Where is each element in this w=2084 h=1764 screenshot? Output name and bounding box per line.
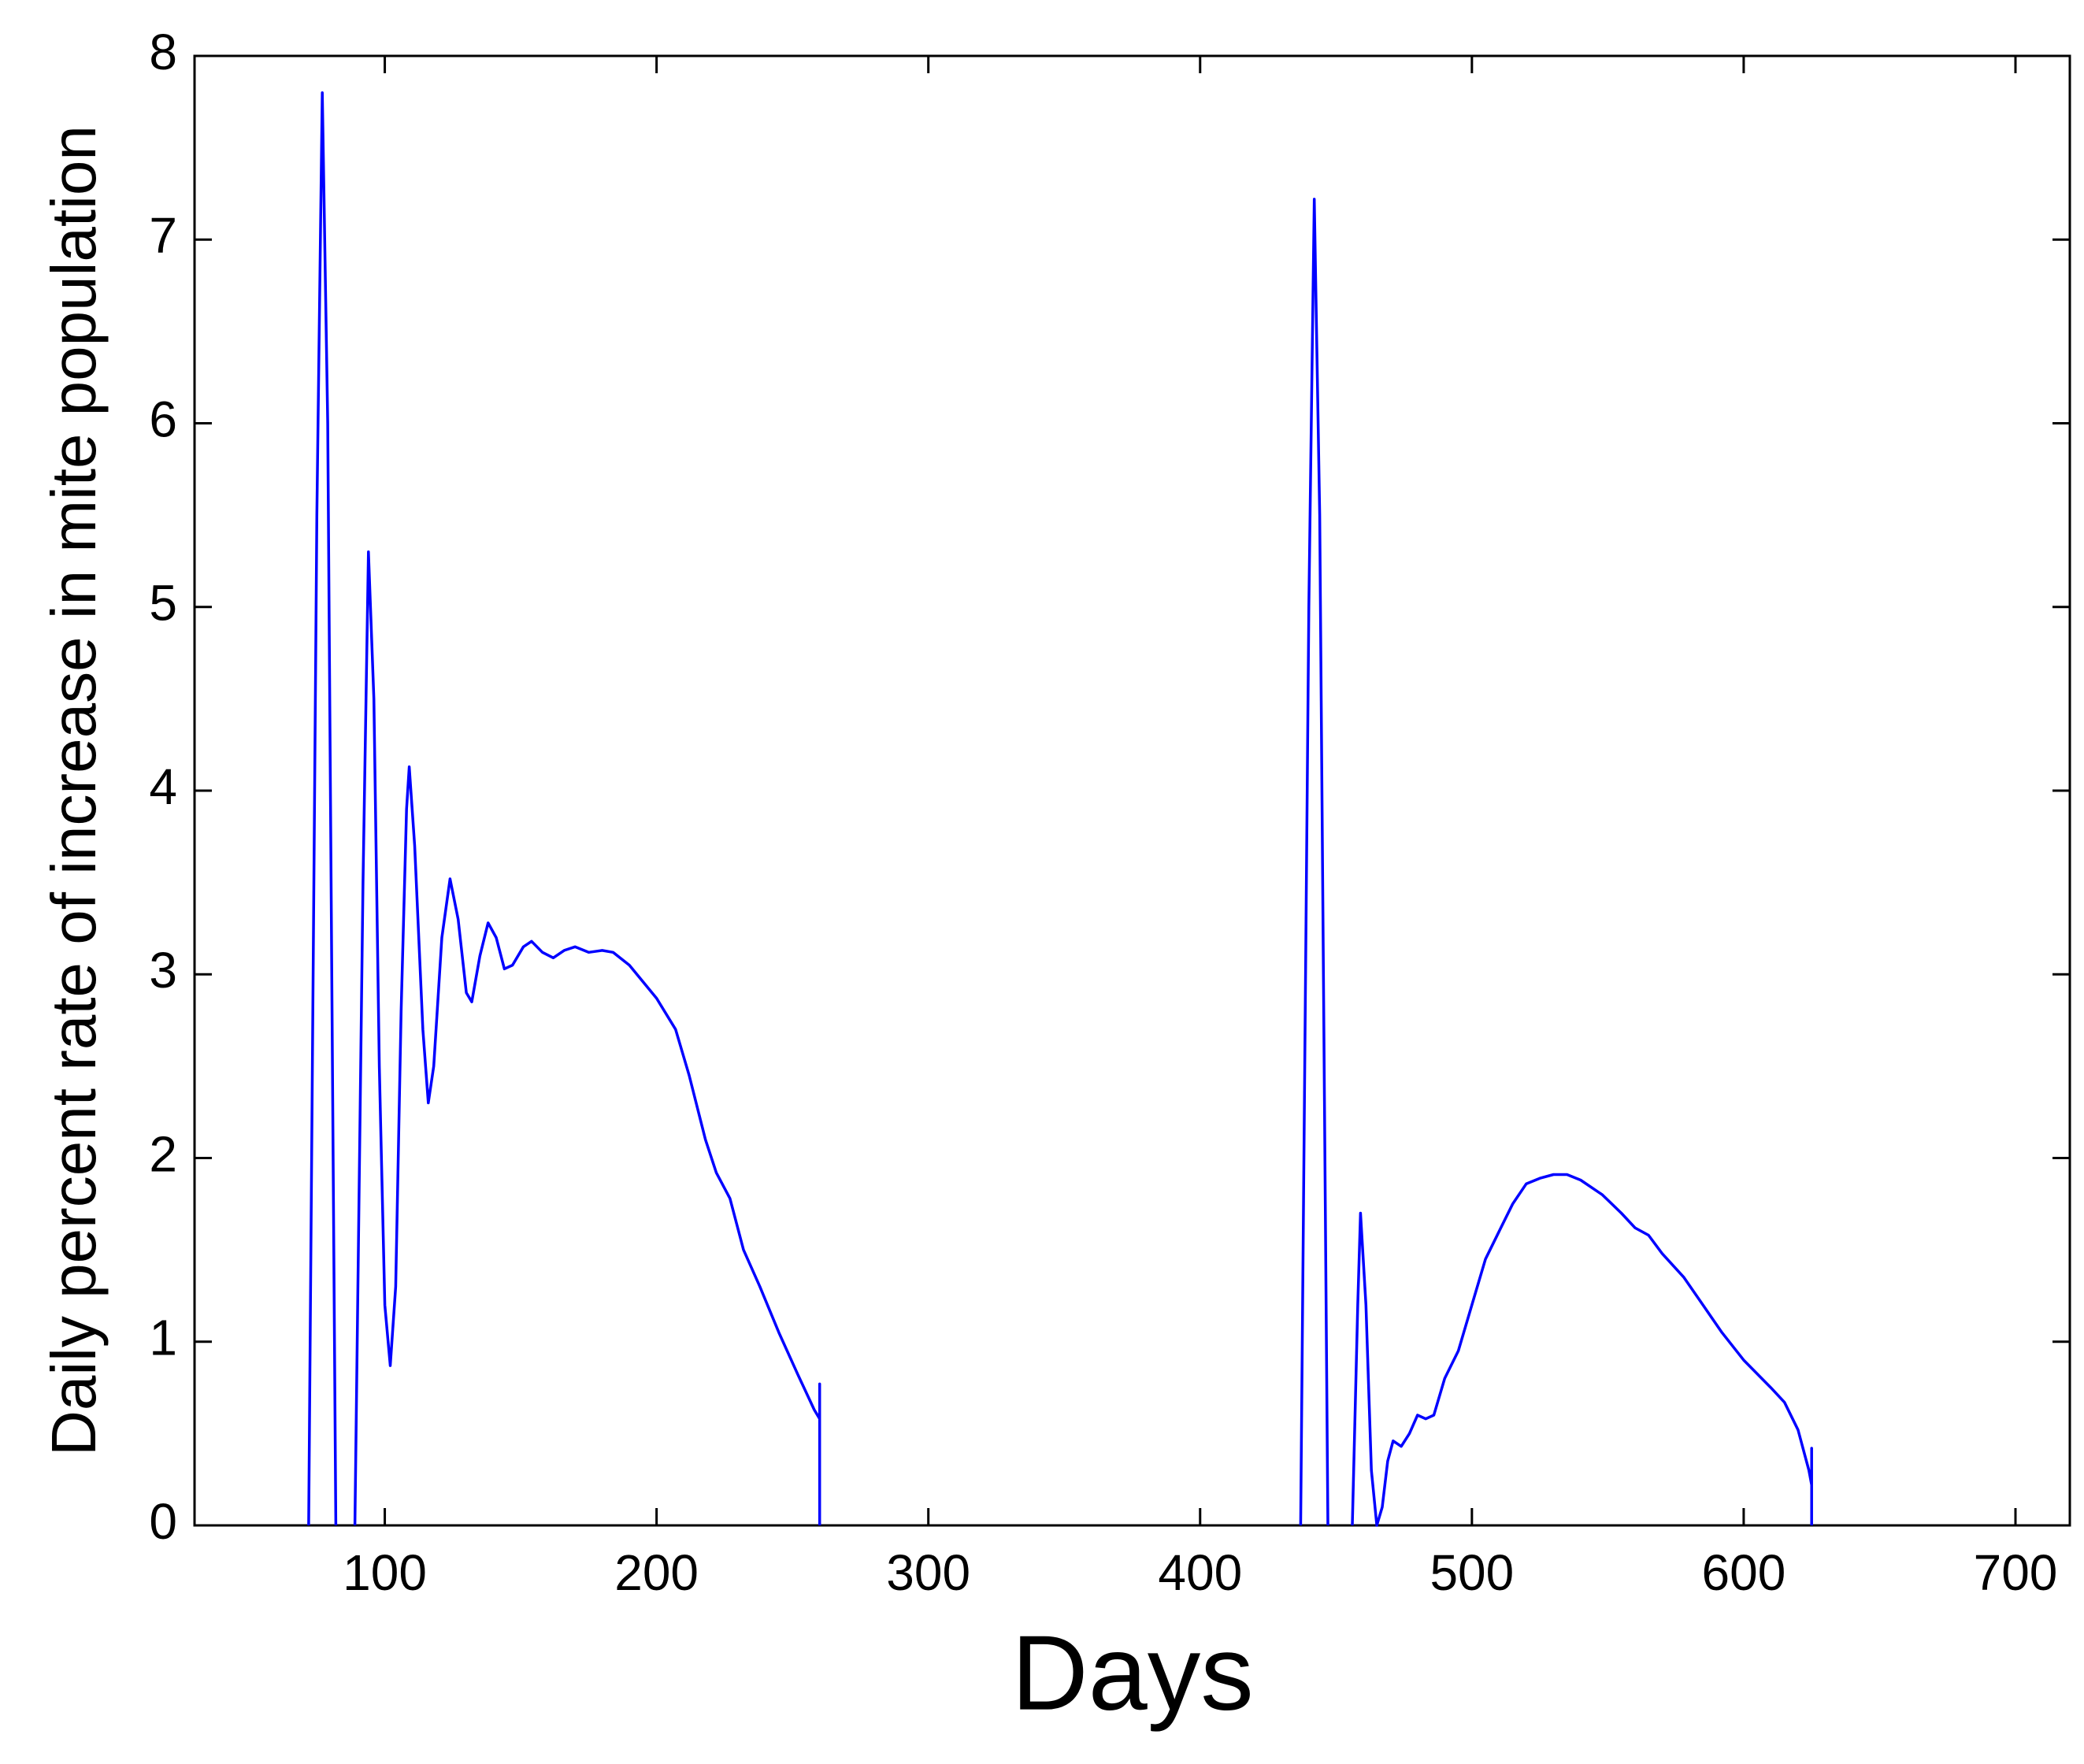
- x-tick-label: 200: [614, 1544, 699, 1601]
- axes-box: [193, 54, 2071, 1527]
- data-line: [307, 91, 1813, 1527]
- y-tick-label: 6: [149, 391, 177, 447]
- x-tick-label: 700: [1974, 1544, 2058, 1601]
- x-axis-label: Days: [1011, 1614, 1254, 1732]
- y-tick-label: 5: [149, 575, 177, 632]
- y-tick-label: 8: [149, 24, 177, 80]
- y-tick-label: 2: [149, 1125, 177, 1182]
- x-tick-label: 500: [1430, 1544, 1514, 1601]
- y-tick-label: 1: [149, 1310, 177, 1366]
- y-axis-label: Daily percent rate of increase in mite p…: [39, 125, 109, 1456]
- x-tick-label: 300: [886, 1544, 970, 1601]
- y-tick-label: 7: [149, 207, 177, 264]
- x-tick-label: 400: [1158, 1544, 1242, 1601]
- y-tick-label: 3: [149, 942, 177, 999]
- y-tick-label: 4: [149, 758, 177, 815]
- y-tick-label: 0: [149, 1493, 177, 1550]
- x-tick-label: 600: [1702, 1544, 1786, 1601]
- x-tick-label: 100: [343, 1544, 427, 1601]
